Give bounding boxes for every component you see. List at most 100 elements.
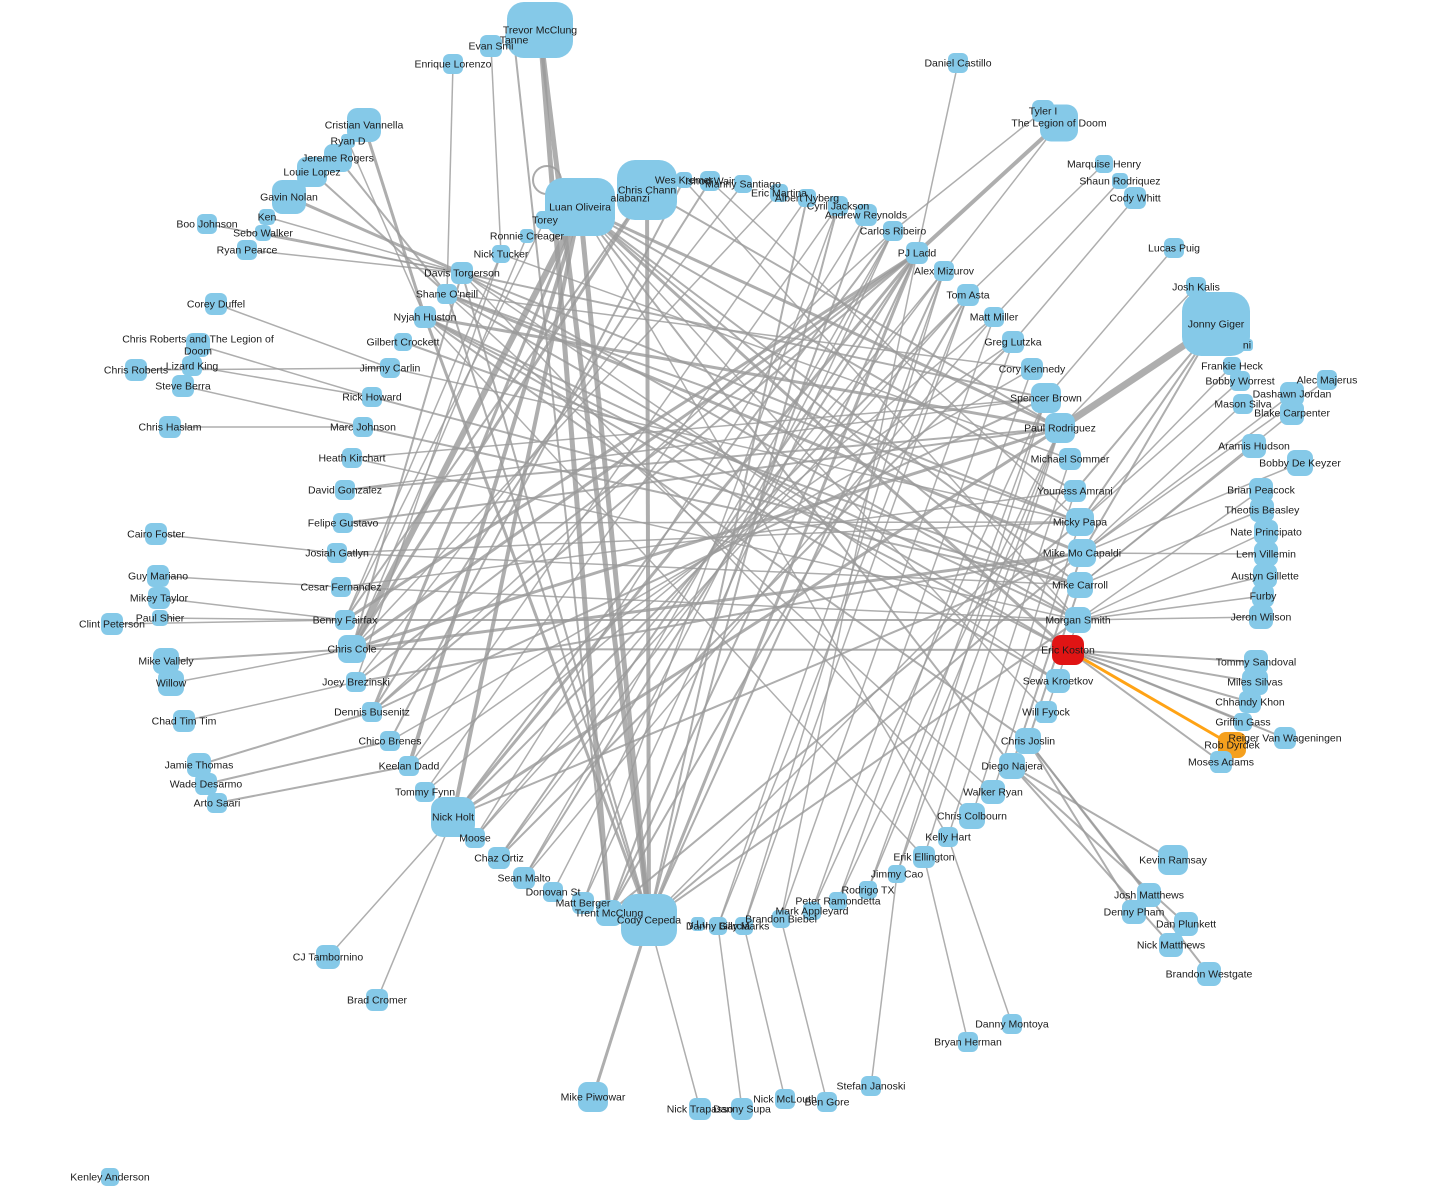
graph-node-dashawn-jordan[interactable] xyxy=(1280,382,1304,406)
graph-node-chhandy-khon[interactable] xyxy=(1239,691,1261,713)
graph-node-youness-amrani[interactable] xyxy=(1064,480,1086,502)
graph-node-donovan-strain[interactable] xyxy=(543,882,563,902)
graph-node-dan-plunkett[interactable] xyxy=(1174,912,1198,936)
graph-node-nick-matthews[interactable] xyxy=(1159,933,1183,957)
graph-node-brian-peacock[interactable] xyxy=(1249,478,1273,502)
graph-node-denny-pham[interactable] xyxy=(1122,900,1146,924)
graph-node-josiah-gatlyn[interactable] xyxy=(327,543,347,563)
graph-node-wes-kremer[interactable] xyxy=(676,172,692,188)
graph-node-felipe-gustavo[interactable] xyxy=(333,513,353,533)
graph-node-cody-whitt[interactable] xyxy=(1124,187,1146,209)
graph-node-guy-mariano[interactable] xyxy=(147,565,169,587)
graph-node-alec-majerus[interactable] xyxy=(1317,370,1337,390)
graph-node-sewa-kroetkov[interactable] xyxy=(1046,669,1070,693)
graph-node-chad-tim-tim[interactable] xyxy=(173,710,195,732)
graph-node-austyn-gillette[interactable] xyxy=(1253,564,1277,588)
graph-node-greg-lutzka[interactable] xyxy=(1002,331,1024,353)
graph-node-kelly-hart[interactable] xyxy=(938,827,958,847)
graph-node-cyril-jackson[interactable] xyxy=(828,196,848,216)
graph-node-dennis-busenitz[interactable] xyxy=(362,702,382,722)
graph-node-shane-oneill[interactable] xyxy=(437,284,457,304)
graph-node-brandon-westgate[interactable] xyxy=(1197,962,1221,986)
graph-node-bobby-de-keyzer[interactable] xyxy=(1287,450,1313,476)
graph-node-cristian-vannella[interactable] xyxy=(347,108,381,142)
graph-node-will-fyock[interactable] xyxy=(1035,701,1057,723)
graph-node-griffin-gass[interactable] xyxy=(1234,713,1252,731)
graph-node-y-lu[interactable] xyxy=(691,917,705,931)
graph-node-josh-kalis[interactable] xyxy=(1186,277,1206,297)
graph-node-trevor-mcclung[interactable] xyxy=(507,2,573,58)
graph-node-brad-cromer[interactable] xyxy=(366,989,388,1011)
graph-node-sean-malto[interactable] xyxy=(513,867,535,889)
graph-node-reiger-van-wageningen[interactable] xyxy=(1274,727,1296,749)
graph-node-albert-nyberg[interactable] xyxy=(798,189,816,207)
graph-node-alex-mizurov[interactable] xyxy=(934,261,954,281)
graph-node-tanne[interactable] xyxy=(505,31,523,49)
graph-node-daniel-castillo[interactable] xyxy=(948,53,968,73)
graph-node-josh-matthews[interactable] xyxy=(1137,883,1161,907)
graph-node-jamie-thomas[interactable] xyxy=(187,753,211,777)
graph-node-jereme-rogers[interactable] xyxy=(324,144,352,172)
graph-node-diego-najera[interactable] xyxy=(999,753,1025,779)
graph-node-sebo-walker[interactable] xyxy=(255,225,271,241)
graph-node-luan-oliveira[interactable] xyxy=(545,178,615,236)
graph-node-frankie-heck[interactable] xyxy=(1223,357,1241,375)
graph-node-blake-carpenter[interactable] xyxy=(1280,401,1304,425)
graph-node-danny-garcia[interactable] xyxy=(709,917,727,935)
graph-node-heath-kirchart[interactable] xyxy=(342,448,362,468)
graph-node-joey-brezinski[interactable] xyxy=(346,672,366,692)
graph-node-clint-peterson[interactable] xyxy=(101,613,123,635)
graph-node-jonny-giger[interactable] xyxy=(1182,292,1250,356)
graph-node-eric-martina[interactable] xyxy=(770,184,788,202)
graph-node-michael-sommer[interactable] xyxy=(1059,448,1081,470)
graph-node-jeron-wilson[interactable] xyxy=(1249,605,1273,629)
graph-node-mark-appleyard[interactable] xyxy=(803,902,821,920)
graph-node-nick-trapasso[interactable] xyxy=(689,1098,711,1120)
graph-node-steve-berra[interactable] xyxy=(172,375,194,397)
graph-node-stefan-janoski[interactable] xyxy=(861,1076,881,1096)
graph-node-matt-miller[interactable] xyxy=(984,307,1004,327)
graph-node-theotis-beasley[interactable] xyxy=(1250,498,1274,522)
graph-node-chico-brenes[interactable] xyxy=(380,731,400,751)
graph-node-paul-shier[interactable] xyxy=(152,610,168,626)
graph-node-enrique-lorenzo[interactable] xyxy=(443,54,463,74)
graph-node-ishod-wair[interactable] xyxy=(700,171,720,191)
graph-node-lucas-puig[interactable] xyxy=(1164,238,1184,258)
graph-node-moose[interactable] xyxy=(465,828,485,848)
graph-node-gavin-nolan[interactable] xyxy=(272,180,306,214)
graph-node-marquise-henry[interactable] xyxy=(1095,155,1113,173)
graph-node-aramis-hudson[interactable] xyxy=(1242,434,1266,458)
graph-node-shaun-rodriquez[interactable] xyxy=(1112,173,1128,189)
graph-node-mike-vallely[interactable] xyxy=(153,648,179,674)
graph-node-moses-adams[interactable] xyxy=(1210,751,1232,773)
graph-node-kevin-ramsay[interactable] xyxy=(1158,845,1188,875)
graph-node-rick-howard[interactable] xyxy=(362,387,382,407)
graph-node-chris-roberts-legion[interactable] xyxy=(186,333,210,357)
graph-node-matt-berger[interactable] xyxy=(572,892,594,914)
graph-node-spencer-brown[interactable] xyxy=(1031,383,1061,413)
graph-node-walker-ryan[interactable] xyxy=(981,780,1005,804)
graph-node-erik-ellington[interactable] xyxy=(913,846,935,868)
graph-node-tom-asta[interactable] xyxy=(957,284,979,306)
graph-node-chris-roberts[interactable] xyxy=(125,359,147,381)
graph-node-jimmy-cao[interactable] xyxy=(888,865,906,883)
graph-node-boo-johnson[interactable] xyxy=(197,214,217,234)
graph-node-ken[interactable] xyxy=(259,209,275,225)
graph-node-kenley-anderson[interactable] xyxy=(101,1168,119,1186)
graph-node-marc-johnson[interactable] xyxy=(353,417,373,437)
graph-node-rodrigo-tx[interactable] xyxy=(859,881,877,899)
graph-node-eric-koston[interactable] xyxy=(1052,635,1084,665)
graph-node-benny-fairfax[interactable] xyxy=(335,610,355,630)
graph-node-arto-saari[interactable] xyxy=(207,793,227,813)
graph-node-ronnie-creager[interactable] xyxy=(520,229,534,243)
graph-node-billy-marks[interactable] xyxy=(735,917,753,935)
graph-node-jimmy-carlin[interactable] xyxy=(380,358,400,378)
graph-node-danny-montoya[interactable] xyxy=(1002,1014,1022,1034)
graph-node-pj-ladd[interactable] xyxy=(906,242,928,264)
graph-node-chris-cole[interactable] xyxy=(338,635,366,663)
graph-node-nate-principato[interactable] xyxy=(1254,520,1278,544)
graph-node-chris-haslam[interactable] xyxy=(159,416,181,438)
graph-node-cj-tambornino[interactable] xyxy=(316,945,340,969)
graph-node-brandon-biebel[interactable] xyxy=(772,910,790,928)
graph-node-chaz-ortiz[interactable] xyxy=(488,847,510,869)
